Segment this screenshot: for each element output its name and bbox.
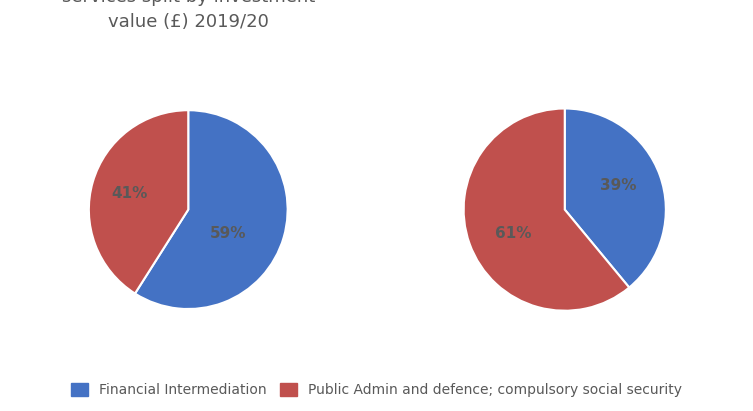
Legend: Financial Intermediation, Public Admin and defence; compulsory social security: Financial Intermediation, Public Admin a… — [64, 376, 689, 404]
Wedge shape — [89, 110, 188, 293]
Text: 59%: 59% — [210, 226, 246, 241]
Text: 39%: 39% — [600, 178, 637, 193]
Wedge shape — [565, 109, 666, 288]
Wedge shape — [135, 110, 288, 309]
Title: Other investments or financial
services split by investment
value (£) 2019/20: Other investments or financial services … — [51, 0, 325, 31]
Wedge shape — [464, 109, 630, 311]
Text: 41%: 41% — [111, 186, 148, 201]
Text: 61%: 61% — [495, 226, 532, 241]
